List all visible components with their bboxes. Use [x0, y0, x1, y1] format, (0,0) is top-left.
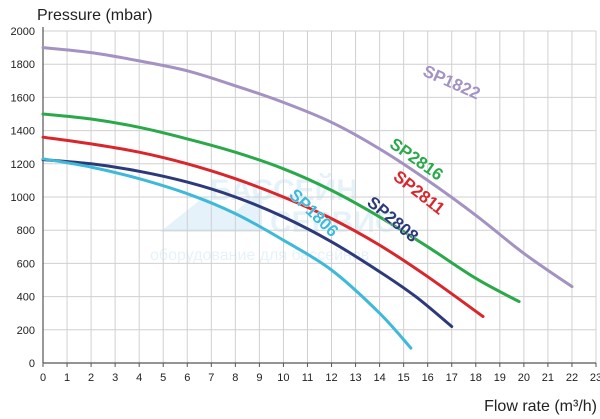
x-tick-label: 11: [302, 372, 313, 384]
x-tick-label: 17: [446, 372, 458, 384]
series-line-sp1822: [41, 46, 574, 289]
x-tick-label: 5: [160, 372, 166, 384]
y-tick-label: 0: [29, 358, 35, 370]
x-tick-label: 14: [373, 372, 385, 384]
x-tick-label: 7: [208, 372, 214, 384]
y-tick-label: 1800: [11, 59, 35, 71]
x-tick-label: 12: [325, 372, 337, 384]
x-tick-label: 0: [40, 372, 46, 384]
x-tick-label: 1: [64, 372, 70, 384]
x-tick-label: 19: [494, 372, 506, 384]
x-tick-label: 22: [566, 372, 578, 384]
watermark-line-2: СЕРВИС: [270, 206, 397, 239]
x-tick-label: 10: [277, 372, 289, 384]
grid: [43, 30, 597, 363]
y-tick-label: 1200: [11, 159, 35, 171]
x-tick-label: 18: [470, 372, 482, 384]
y-axis-title: Pressure (mbar): [37, 7, 153, 24]
series-line-sp2816: [41, 112, 521, 304]
axes: [42, 27, 597, 367]
x-tick-label: 4: [136, 372, 142, 384]
y-tick-label: 2000: [11, 26, 35, 38]
y-tick-label: 1000: [11, 192, 35, 204]
x-tick-label: 6: [184, 372, 190, 384]
x-tick-label: 20: [518, 372, 530, 384]
x-axis-title: Flow rate (m³/h): [484, 398, 597, 415]
x-tick-label: 16: [422, 372, 434, 384]
y-tick-label: 1600: [11, 92, 35, 104]
y-tick-label: 200: [17, 325, 35, 337]
series-line-sp1806: [41, 157, 413, 350]
x-tick-label: 21: [542, 372, 554, 384]
series-line-sp2811: [41, 135, 485, 318]
y-tick-label: 1400: [11, 126, 35, 138]
y-tick-label: 800: [17, 225, 35, 237]
x-tick-label: 2: [88, 372, 94, 384]
series-line-sp2808: [41, 158, 454, 328]
x-tick-label: 8: [232, 372, 238, 384]
x-tick-label: 23: [590, 372, 600, 384]
x-tick-label: 15: [398, 372, 410, 384]
x-tick-label: 3: [112, 372, 118, 384]
y-tick-label: 600: [17, 258, 35, 270]
series-lines: [41, 46, 574, 350]
x-tick-label: 9: [256, 372, 262, 384]
x-tick-label: 13: [349, 372, 361, 384]
y-tick-label: 400: [17, 292, 35, 304]
